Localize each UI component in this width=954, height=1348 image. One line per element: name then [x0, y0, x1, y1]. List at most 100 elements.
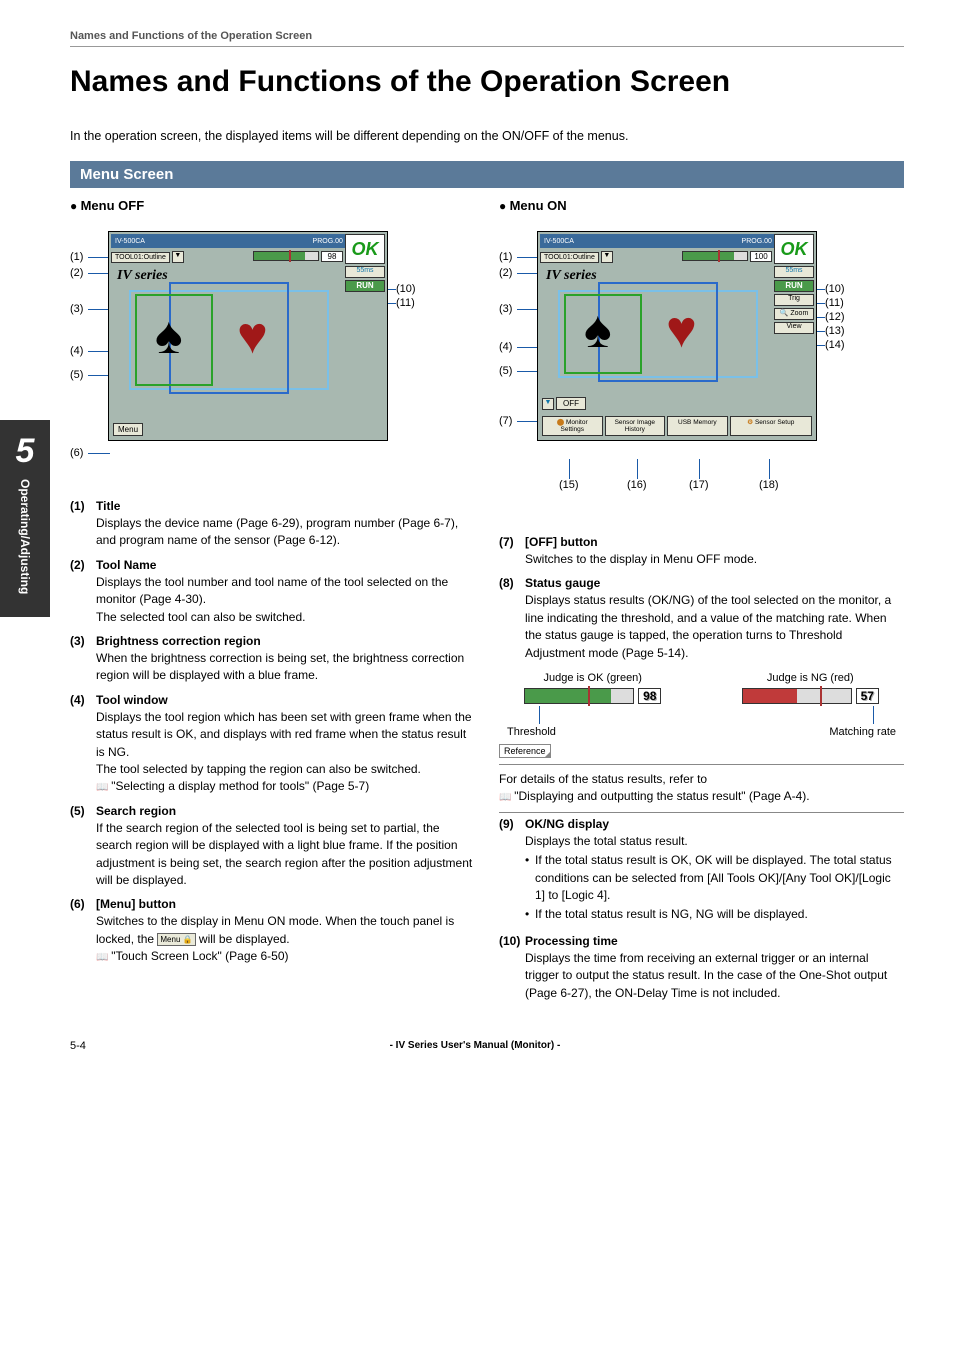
item-text: Displays the total status result. — [525, 833, 904, 850]
processing-time-b: 55ms — [774, 266, 814, 278]
gauge-value-b: 100 — [750, 251, 772, 262]
item-title: Tool Name — [96, 558, 475, 572]
item-number: (4) — [70, 693, 96, 796]
callout-3: (3) — [70, 303, 83, 315]
item-number: (3) — [70, 634, 96, 685]
callout-4: (4) — [70, 345, 83, 357]
callout-16: (16) — [627, 479, 647, 491]
reference-badge: Reference — [499, 744, 551, 758]
callout-10: (10) — [396, 283, 416, 295]
gauge-ng-caption: Judge is NG (red) — [717, 672, 905, 684]
threshold-label: Threshold — [507, 726, 556, 738]
zoom-button: 🔍 Zoom — [774, 308, 814, 320]
item-reference: "Touch Screen Lock" (Page 6-50) — [96, 948, 475, 966]
definitions-right-a: (7)[OFF] button Switches to the display i… — [499, 535, 904, 662]
section-heading: Menu Screen — [70, 161, 904, 188]
off-dropdown-icon: ▼ — [542, 398, 554, 410]
view-button: View — [774, 322, 814, 334]
callout-13: (13) — [825, 325, 845, 337]
item-text: Displays status results (OK/NG) of the t… — [525, 592, 904, 662]
matching-rate-label: Matching rate — [829, 726, 896, 738]
ok-ng-display-b: OK — [774, 234, 814, 264]
screen-menu-on: IV-500CA PROG.00 : PROG. 00 TOOL01:Outli… — [537, 231, 817, 441]
bullet-item: If the total status result is NG, NG wil… — [525, 906, 904, 923]
usb-memory-button: USB Memory — [667, 416, 728, 436]
list-item: (9) OK/NG display Displays the total sta… — [499, 817, 904, 926]
callout-17: (17) — [689, 479, 709, 491]
tool-dropdown-icon: ▼ — [172, 251, 184, 263]
callout-11: (11) — [396, 297, 415, 309]
item-title: Search region — [96, 804, 475, 818]
reference-link: "Displaying and outputting the status re… — [499, 789, 810, 803]
run-indicator: RUN — [345, 280, 385, 292]
sensor-setup-button: ⚙ Sensor Setup — [730, 416, 812, 436]
list-item: (8)Status gaugeDisplays status results (… — [499, 576, 904, 662]
page-footer: 5-4 - IV Series User's Manual (Monitor) … — [0, 1040, 904, 1052]
item-text: Switches to the display in Menu OFF mode… — [525, 551, 904, 568]
item-title: Tool window — [96, 693, 475, 707]
chapter-label: Operating/Adjusting — [18, 479, 32, 594]
callout-4b: (4) — [499, 341, 512, 353]
callout-6: (6) — [70, 447, 83, 459]
status-gauge-b — [682, 251, 748, 261]
callout-12: (12) — [825, 311, 845, 323]
sensor-image-history-button: Sensor Image History — [605, 416, 666, 436]
footer-title: - IV Series User's Manual (Monitor) - — [86, 1040, 864, 1051]
bullet-item: If the total status result is OK, OK wil… — [525, 852, 904, 904]
item-number: (10) — [499, 934, 525, 1002]
gauge-ng-bar — [742, 688, 852, 704]
chapter-tab: 5 Operating/Adjusting — [0, 420, 50, 617]
gauge-ok-caption: Judge is OK (green) — [499, 672, 687, 684]
gauge-ok-value: 98 — [638, 688, 661, 704]
item-number: (1) — [70, 499, 96, 550]
menu-button: Menu — [113, 423, 143, 436]
spade-icon: ♠ — [155, 306, 183, 366]
menu-on-diagram: (1) (2) (3) (4) (5) (7) (8) (9) (10) — [499, 231, 904, 517]
off-button: OFF — [556, 397, 586, 410]
item-number: (7) — [499, 535, 525, 568]
callout-3b: (3) — [499, 303, 512, 315]
page-number: 5-4 — [70, 1040, 86, 1052]
list-item: (2)Tool NameDisplays the tool number and… — [70, 558, 475, 626]
list-item: (10) Processing time Displays the time f… — [499, 934, 904, 1002]
spade-icon-b: ♠ — [584, 300, 612, 360]
gauge-value: 98 — [321, 251, 343, 262]
page-title: Names and Functions of the Operation Scr… — [70, 65, 904, 99]
list-item: (3)Brightness correction regionWhen the … — [70, 634, 475, 685]
item-title: [OFF] button — [525, 535, 904, 549]
callout-7: (7) — [499, 415, 512, 427]
menu-off-heading: Menu OFF — [70, 198, 475, 213]
list-item: (1)TitleDisplays the device name (Page 6… — [70, 499, 475, 550]
trig-button: Trig — [774, 294, 814, 306]
tool-dropdown-icon-b: ▼ — [601, 251, 613, 263]
item-title: Status gauge — [525, 576, 904, 590]
tool-name-field: TOOL01:Outline — [111, 252, 170, 263]
callout-15: (15) — [559, 479, 579, 491]
item-text: When the brightness correction is being … — [96, 650, 475, 685]
gauge-ok-bar — [524, 688, 634, 704]
tool-name-field-b: TOOL01:Outline — [540, 252, 599, 263]
gauge-labels: Threshold Matching rate — [499, 726, 904, 738]
status-gauge — [253, 251, 319, 261]
item-number: (5) — [70, 804, 96, 890]
callout-2b: (2) — [499, 267, 512, 279]
monitor-settings-button: ⬤ Monitor Settings — [542, 416, 603, 436]
chapter-number: 5 — [0, 432, 50, 471]
ok-ng-display: OK — [345, 234, 385, 264]
callout-5: (5) — [70, 369, 83, 381]
running-header: Names and Functions of the Operation Scr… — [70, 30, 904, 47]
callout-18: (18) — [759, 479, 779, 491]
screen-title-device-b: IV-500CA — [544, 238, 574, 245]
screen-menu-off: IV-500CA PROG.00 : PROG. 00 TOOL01:Outli… — [108, 231, 388, 441]
reference-text: For details of the status results, refer… — [499, 772, 707, 786]
callout-2: (2) — [70, 267, 83, 279]
gauge-ng-value: 57 — [856, 688, 879, 704]
item-number: (2) — [70, 558, 96, 626]
callout-1: (1) — [70, 251, 83, 263]
item-text: Displays the tool region which has been … — [96, 709, 475, 779]
callout-1b: (1) — [499, 251, 512, 263]
screen-title-device: IV-500CA — [115, 238, 145, 245]
item-title: Title — [96, 499, 475, 513]
intro-text: In the operation screen, the displayed i… — [70, 129, 904, 143]
list-item: (5)Search regionIf the search region of … — [70, 804, 475, 890]
